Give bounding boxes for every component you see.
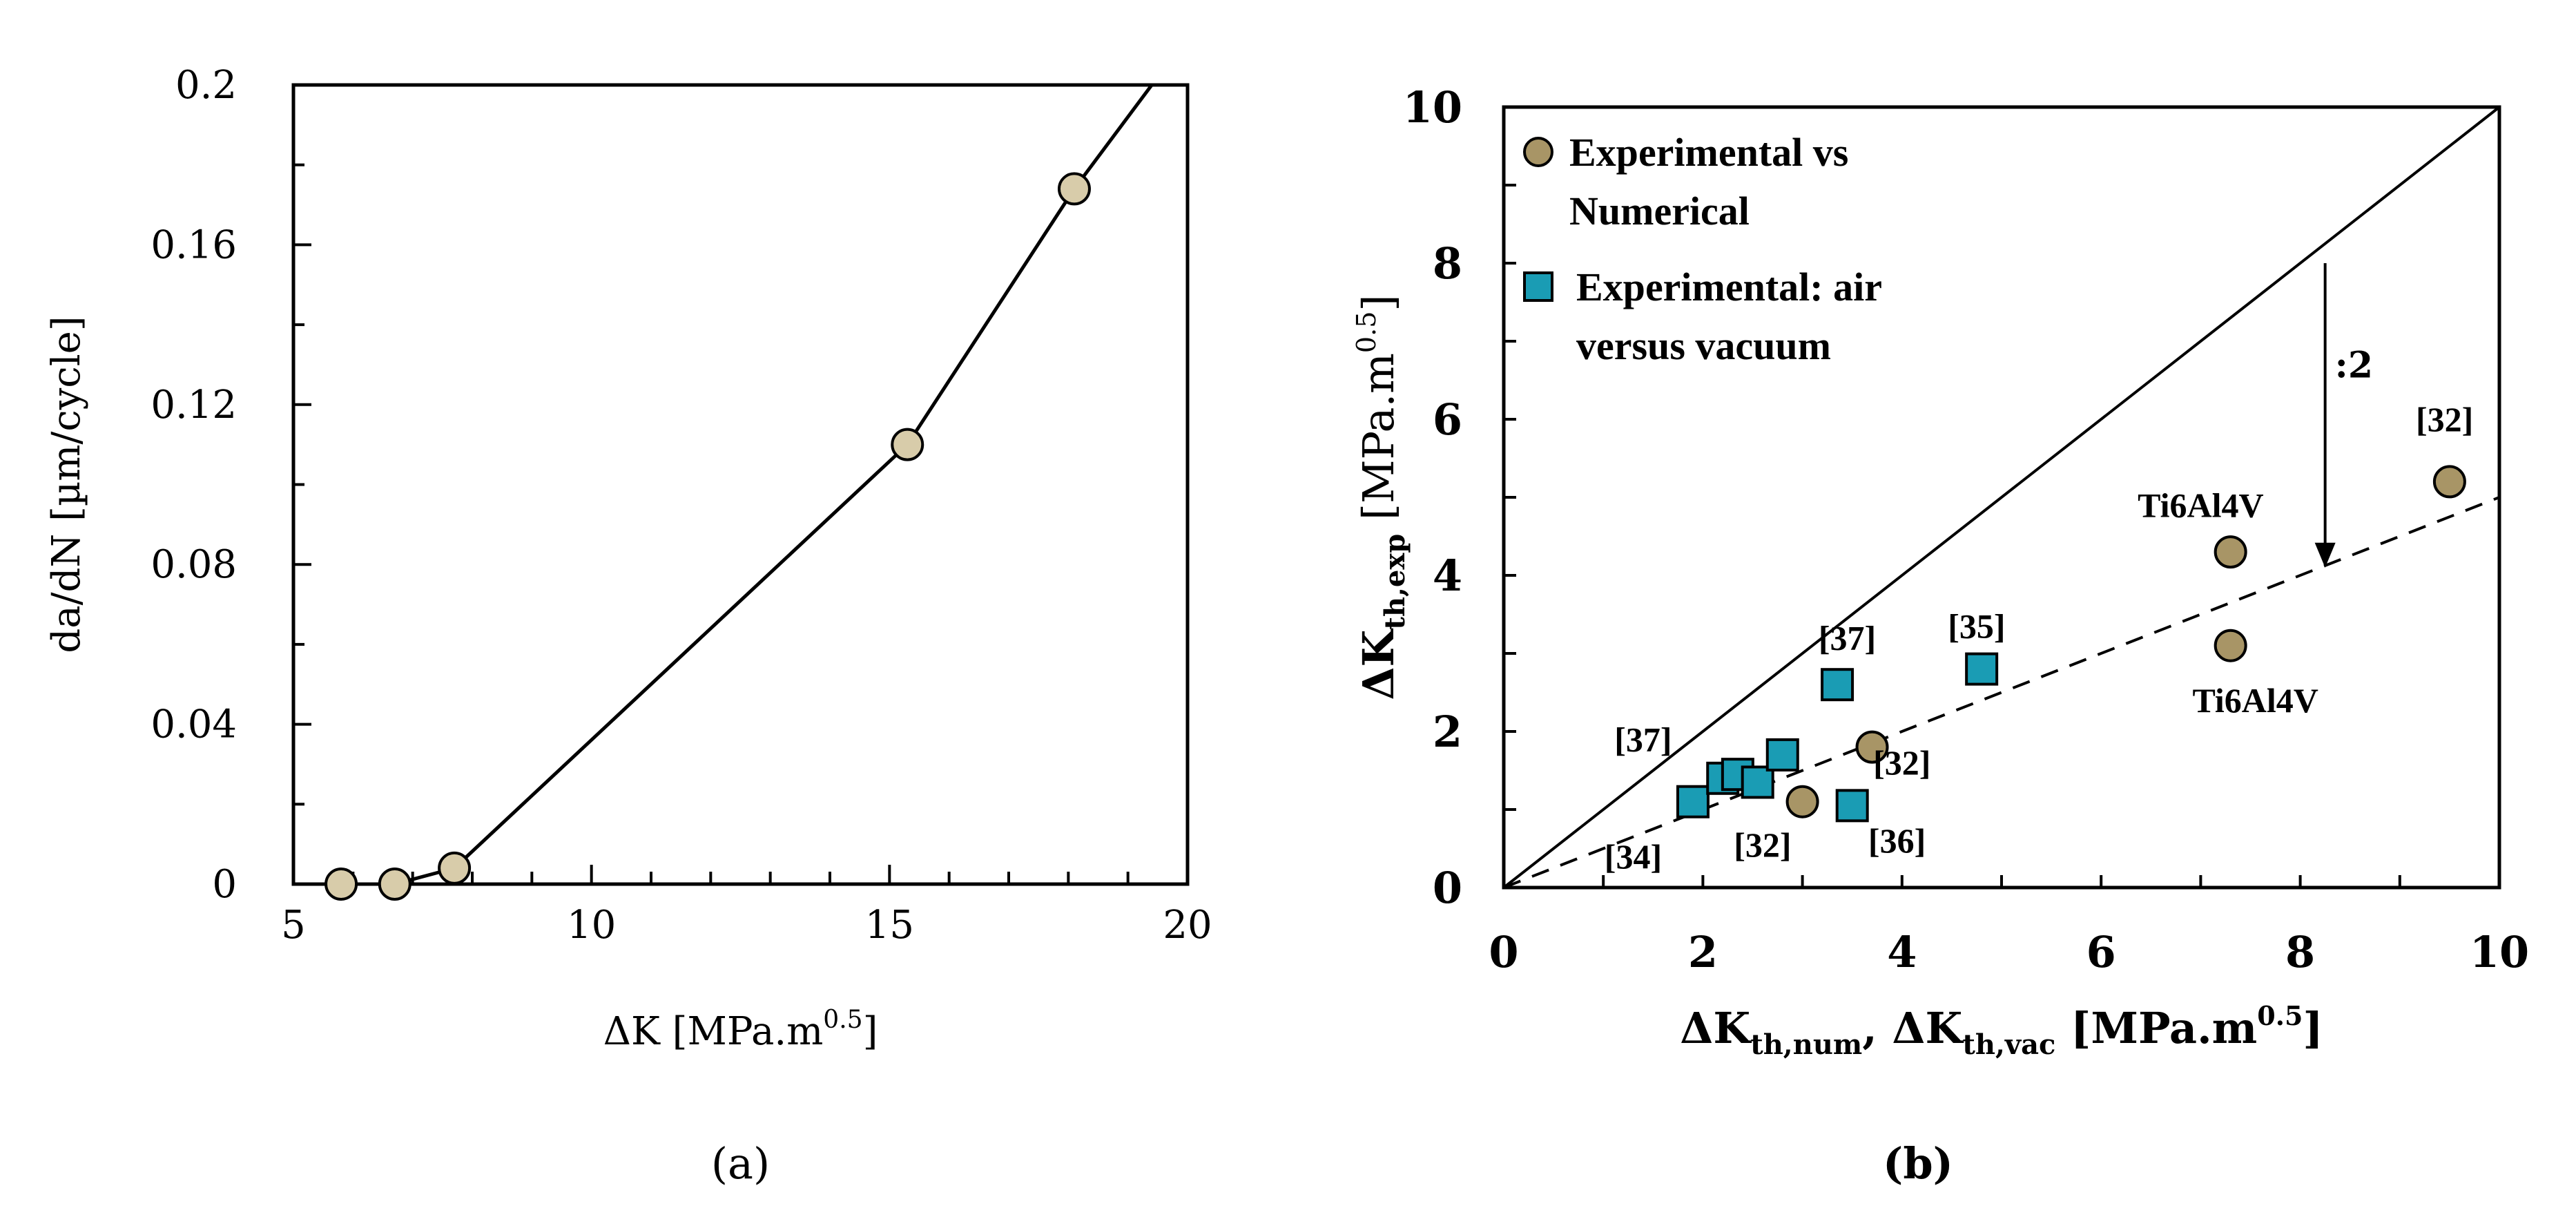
panel-b-y-axis-label: ΔKth,exp [MPa.m0.5] (1351, 294, 1411, 700)
panel-b: 0 2 4 6 8 10 0 2 4 6 8 10 :2 [32] Ti6Al4V Ti6Al4V [37]… (1351, 82, 2529, 1189)
panel-b-x-axis-label: ΔKth,num, ΔKth,vac [MPa.m0.5] (1680, 1000, 2323, 1061)
panel-a-tick-labels: 5 10 15 20 0 0.04 0.08 0.12 0.16 0.2 (151, 63, 1212, 948)
panel-a-data-point (378, 868, 411, 901)
panel-b-arrow: :2 (2314, 263, 2373, 568)
panel-b-annotation: Ti6Al4V (2138, 486, 2263, 524)
panel-b-x-tick-label: 4 (1887, 927, 1917, 977)
panel-b-y-tick-label: 2 (1433, 707, 1462, 757)
panel-a-y-tick-label: 0.08 (151, 542, 237, 587)
panel-b-annotation: Ti6Al4V (2192, 681, 2318, 720)
panel-b-arrow-label: :2 (2335, 344, 2373, 386)
panel-a-x-tick-label: 5 (281, 903, 306, 948)
panel-b-reference-line (1503, 496, 2500, 889)
panel-a-y-tick-label: 0.16 (151, 222, 237, 267)
panel-a-y-tick-label: 0.2 (175, 63, 237, 108)
panel-b-annotation: [32] (1873, 743, 1930, 782)
panel-a-y-tick-label: 0.04 (151, 702, 237, 747)
panel-a-points (325, 172, 1091, 901)
panel-b-circle-point (1785, 785, 1819, 818)
panel-b-circle-point (2214, 535, 2247, 569)
panel-b-y-label-sub: th,exp (1379, 534, 1411, 630)
panel-b-x-label-delta: ΔK (1680, 1003, 1752, 1053)
panel-b-x-tick-label: 8 (2285, 927, 2315, 977)
panel-b-y-tick-label: 10 (1403, 82, 1462, 133)
panel-a-data-point (438, 851, 472, 885)
panel-a: 5 10 15 20 0 0.04 0.08 0.12 0.16 0.2 da/dN [µm/cy… (44, 63, 1212, 1189)
panel-a-y-axis-label: da/dN [µm/cycle] (44, 316, 89, 653)
panel-b-annotation: [36] (1868, 821, 1926, 860)
legend-label: Numerical (1569, 189, 1750, 233)
panel-b-annotation: [34] (1605, 837, 1662, 876)
panel-b-square-point (1965, 652, 1999, 686)
panel-b-x-tick-label: 10 (2470, 927, 2529, 977)
panel-b-reference-line (1502, 106, 2501, 889)
panel-a-x-label-suffix: ] (863, 1009, 878, 1054)
panel-b-y-label-tail: [MPa.m (1353, 353, 1404, 534)
panel-b-circle-point (2432, 465, 2466, 499)
legend-square-marker (1523, 271, 1553, 302)
panel-b-y-label-end: ] (1353, 294, 1404, 311)
panel-b-y-label-sup: 0.5 (1351, 312, 1382, 353)
panel-b-square-point (1765, 738, 1799, 772)
panel-b-annotation: [35] (1948, 606, 2005, 645)
panel-a-ticks (293, 163, 1130, 884)
panel-a-plot-area (291, 83, 1190, 886)
panel-a-series-line (341, 84, 1154, 886)
legend-label: versus vacuum (1576, 323, 1831, 368)
panel-b-y-tick-label: 0 (1433, 863, 1462, 913)
panel-b-circle-point (2214, 629, 2247, 662)
panel-b-legend: Experimental vs Numerical Experimental: ai… (1523, 130, 1882, 368)
panel-a-caption: (a) (711, 1138, 770, 1189)
panel-b-annotation: [37] (1819, 618, 1876, 657)
legend-circle-marker (1523, 137, 1553, 167)
panel-b-x-tick-label: 0 (1489, 927, 1518, 977)
panel-a-x-label-sup: 0.5 (823, 1006, 862, 1034)
panel-a-x-label-prefix: ΔK [MPa.m (603, 1009, 824, 1054)
panel-b-x-label-sep: , ΔK (1862, 1003, 1964, 1053)
panel-b-x-tick-label: 6 (2086, 927, 2116, 977)
panel-a-data-point (891, 428, 924, 461)
panel-b-x-label-sub2: th,vac (1962, 1028, 2055, 1061)
panel-b-square-point (1676, 785, 1710, 818)
panel-a-y-tick-label: 0.12 (151, 383, 237, 428)
panel-a-line (341, 84, 1154, 886)
legend-label: Experimental: air (1576, 265, 1882, 309)
panel-b-square-point (1835, 789, 1869, 823)
panel-b-annotation: [37] (1614, 720, 1672, 758)
panel-b-annotation: [32] (2416, 400, 2473, 439)
panel-a-x-tick-label: 15 (865, 903, 914, 948)
legend-label: Experimental vs (1569, 130, 1848, 175)
panel-a-x-axis-label: ΔK [MPa.m0.5] (603, 1006, 878, 1054)
panel-a-x-tick-label: 20 (1163, 903, 1212, 948)
panel-b-reference-lines (1502, 106, 2501, 889)
panel-a-data-point (325, 868, 358, 901)
panel-a-y-tick-label: 0 (212, 862, 237, 907)
panel-b-x-tick-label: 2 (1688, 927, 1718, 977)
panel-b-circle-point (1855, 730, 1889, 764)
panel-b-tick-labels: 0 2 4 6 8 10 0 2 4 6 8 10 (1403, 82, 2529, 977)
panel-a-data-point (1057, 172, 1091, 206)
panel-b-points (1676, 465, 2466, 823)
panel-b-x-label-sup: 0.5 (2257, 1000, 2303, 1031)
panel-b-arrow-head (2314, 542, 2336, 568)
panel-b-y-tick-label: 4 (1433, 550, 1462, 601)
panel-b-x-label-end: ] (2303, 1003, 2323, 1053)
panel-b-x-label-tail: [MPa.m (2055, 1003, 2257, 1053)
panel-b-ticks (1504, 184, 2401, 888)
panel-b-x-label-sub1: th,num (1750, 1028, 1862, 1061)
panel-b-y-tick-label: 6 (1433, 394, 1462, 445)
panel-b-annotations: [32] Ti6Al4V Ti6Al4V [37] [35] [37] [32] [34] [3… (1605, 400, 2474, 876)
panel-b-y-tick-label: 8 (1433, 238, 1462, 289)
panel-b-y-label-delta: ΔK (1353, 628, 1404, 700)
panel-b-square-point (1821, 668, 1854, 702)
panel-b-annotation: [32] (1734, 825, 1791, 864)
panel-a-x-tick-label: 10 (567, 903, 616, 948)
panel-b-caption: (b) (1883, 1138, 1953, 1189)
panel-b-square-point (1741, 765, 1774, 799)
